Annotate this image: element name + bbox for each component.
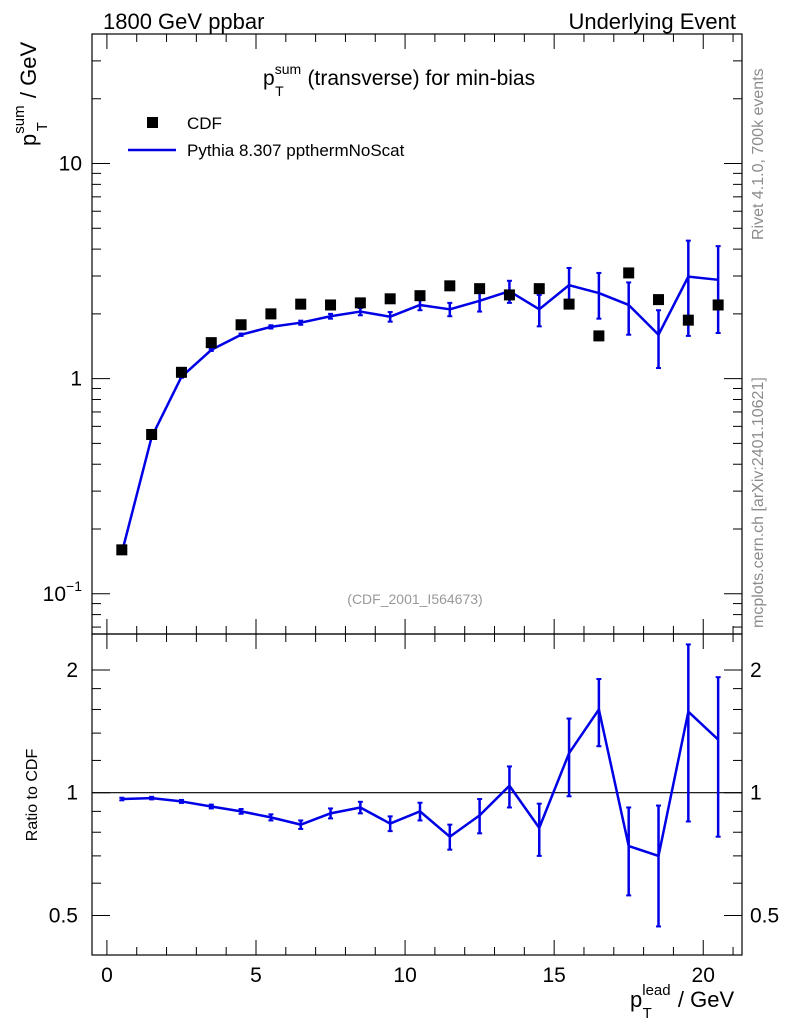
cdf-data-point (175, 366, 187, 378)
main-title: psum T (transverse) for min-bias (263, 61, 535, 99)
cdf-data-point (354, 297, 366, 309)
cdf-data-point (325, 299, 337, 311)
ratio-ylabel: Ratio to CDF (24, 749, 41, 842)
cdf-data-point (265, 308, 277, 320)
cdf-data-point (235, 319, 247, 331)
cdf-data-point (623, 267, 635, 279)
ratio-y-tick-label-left: 2 (66, 659, 78, 682)
cdf-data-point (712, 299, 724, 311)
cdf-data-point (503, 289, 515, 301)
cdf-data-point (533, 283, 545, 295)
x-tick-label: 10 (393, 964, 416, 987)
x-axis-label: plead T / GeV (630, 982, 734, 1022)
cdf-data-point (116, 544, 128, 556)
cdf-data-point (563, 298, 575, 310)
cdf-data-point (444, 280, 456, 292)
cdf-data-point (474, 283, 486, 295)
cdf-data-point (414, 290, 426, 302)
header-right: Underlying Event (568, 9, 736, 34)
cdf-data-point (384, 293, 396, 305)
cdf-data-point (682, 314, 694, 326)
ratio-y-tick-label-left: 0.5 (49, 904, 78, 927)
header-left: 1800 GeV ppbar (103, 9, 264, 34)
mcplots-label: mcplots.cern.ch [arXiv:2401.10621] (750, 377, 767, 628)
analysis-tag: (CDF_2001_I564673) (347, 591, 482, 607)
legend-mc-label: Pythia 8.307 ppthermNoScat (187, 141, 405, 160)
main-y-tick-label: 10−1 (43, 578, 83, 606)
cdf-data-point (593, 330, 605, 342)
legend-cdf-label: CDF (187, 114, 222, 133)
cdf-data-point (653, 294, 665, 306)
main-y-tick-label: 10 (59, 153, 82, 176)
ratio-y-tick-label-right: 2 (750, 659, 762, 682)
ratio-marks (119, 643, 721, 928)
ratio-y-tick-label-left: 1 (66, 782, 78, 805)
cdf-data-point (205, 337, 217, 349)
ratio-frame (91, 633, 743, 956)
ratio-y-tick-label-right: 1 (750, 782, 762, 805)
ratio-y-tick-label-right: 0.5 (750, 904, 779, 927)
ratio-axes: 0 5 10 15 20 0.5 0.5 1 1 2 2 (49, 633, 779, 987)
x-tick-label: 15 (542, 964, 565, 987)
cdf-data-point (295, 298, 307, 310)
x-tick-label: 0 (101, 964, 113, 987)
x-tick-label: 20 (692, 964, 715, 987)
main-y-tick-label: 1 (70, 368, 82, 391)
x-tick-label: 5 (250, 964, 262, 987)
cdf-data-point (146, 428, 158, 440)
main-ylabel: psum T / GeV (11, 42, 51, 146)
legend-cdf-marker (147, 117, 158, 128)
main-marks (116, 239, 724, 556)
rivet-label: Rivet 4.1.0, 700k events (750, 68, 767, 240)
